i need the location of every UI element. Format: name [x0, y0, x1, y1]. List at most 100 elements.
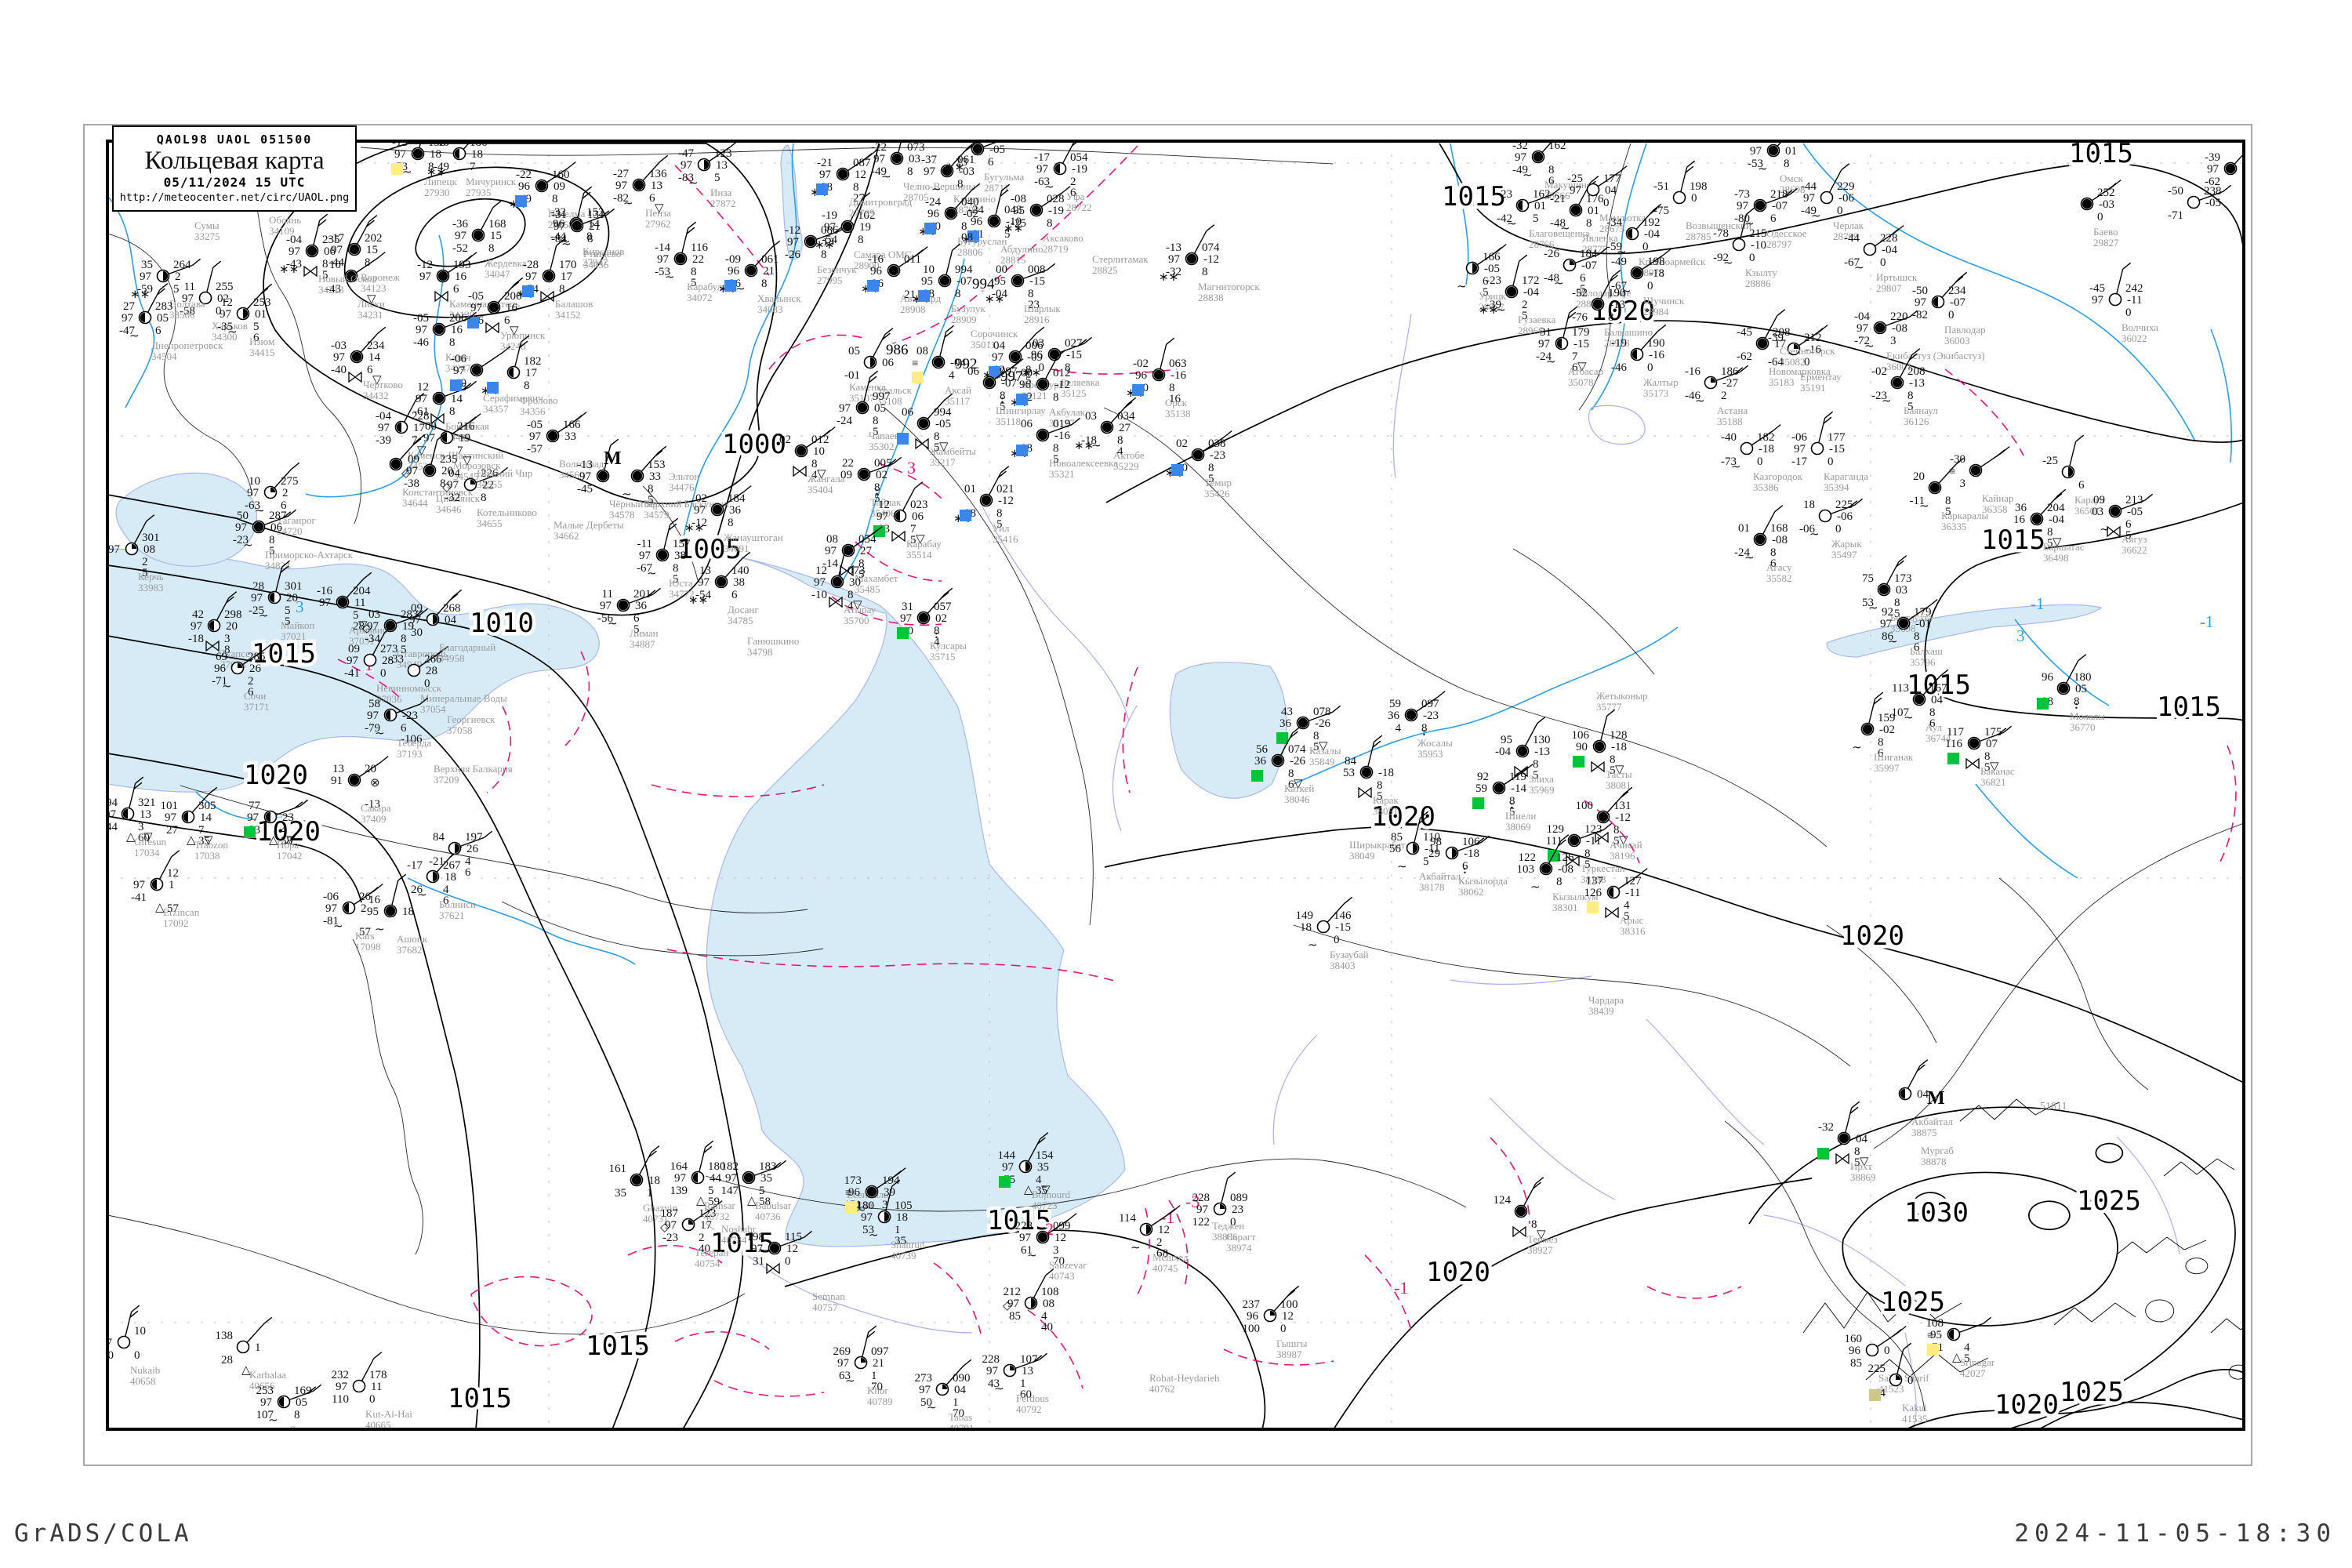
- wind-barb-tick: [778, 1160, 787, 1167]
- station-id: 34357: [483, 403, 509, 415]
- station-id: 35582: [1766, 572, 1792, 584]
- cloud-cover-full: [1010, 351, 1021, 362]
- wind-barb-tick: [946, 325, 955, 332]
- station-id: 34578: [609, 509, 635, 521]
- station-cloud-group: 0: [424, 677, 430, 690]
- cloud-cover-full: [385, 620, 396, 631]
- station-pressure: 255: [216, 281, 234, 293]
- precip-marker-square: [1016, 445, 1028, 456]
- station-id: 35078: [1568, 376, 1594, 388]
- station-temperature: 09: [348, 643, 360, 655]
- cloud-cover-full: [1298, 717, 1308, 728]
- country-border: [1103, 407, 1828, 848]
- station-pressure: 202: [365, 232, 383, 245]
- station-dewpoint: 139: [670, 1185, 688, 1197]
- station-cloud-group: 8: [1929, 706, 1936, 719]
- country-border: [1998, 877, 2149, 1091]
- wind-barb-tick: [437, 433, 446, 441]
- station-visibility: 97: [877, 510, 889, 523]
- station-visibility: 97: [108, 543, 121, 556]
- station-dewpoint: 122: [1192, 1216, 1210, 1229]
- station-extra-group: 5: [1854, 1156, 1860, 1169]
- station-extra-group: 5: [1483, 286, 1489, 299]
- station-pressure: 074: [1288, 743, 1306, 756]
- station-visibility: 97: [698, 576, 710, 589]
- station-pressure: 228: [412, 410, 430, 423]
- station-pressure-tendency: 1: [169, 879, 175, 891]
- station-pressure: 097: [871, 1345, 889, 1358]
- station-name: Волгоград: [559, 458, 604, 470]
- cloud-cover-full: [1892, 377, 1903, 388]
- wind-barb-tick: [1083, 336, 1093, 344]
- wind-barb-tick: [971, 183, 981, 191]
- station-name: Аксай: [945, 384, 971, 396]
- station-name: Nukaib: [130, 1364, 160, 1376]
- station-pressure: 997: [1000, 365, 1018, 378]
- isotherm: [627, 1244, 723, 1264]
- cloud-cover-half: [269, 592, 274, 603]
- station-pressure-tendency: 01: [1785, 145, 1797, 158]
- station-name: Туапсе: [220, 648, 250, 659]
- station-cloud-group: 8: [1288, 768, 1294, 780]
- station-name: Каткей: [1284, 782, 1314, 794]
- station-extra-group: 5: [401, 644, 407, 656]
- station-visibility: 96: [214, 662, 227, 675]
- station-visibility: 103: [1517, 863, 1535, 876]
- wind-barb-tick: [416, 434, 426, 441]
- station-circle: [352, 1379, 366, 1393]
- secondary-river: [2116, 1136, 2180, 1255]
- station-pressure: 216: [457, 420, 475, 433]
- station-cloud-group: 0: [1603, 197, 1610, 209]
- station-pressure: 073: [907, 141, 925, 154]
- station-cloud-group: 6: [988, 156, 994, 169]
- station-pressure: 152: [586, 206, 604, 219]
- station-temperature: -36: [452, 218, 468, 230]
- isobar: [107, 635, 656, 1429]
- station-name: Жарык: [1831, 538, 1862, 550]
- station-name: Актобе: [1113, 449, 1145, 461]
- lowcloud-icon: ∼: [1888, 636, 1898, 648]
- station-name: Цимлянск: [436, 492, 481, 504]
- station-temperature: 232: [332, 1369, 350, 1381]
- station-extra-group: 5: [1053, 453, 1059, 466]
- cloud-cover-half: [692, 1172, 698, 1183]
- station-id: 35011: [971, 339, 996, 350]
- haze-icon: ◇: [1003, 1300, 1012, 1312]
- station-extra-group: 6: [443, 895, 449, 907]
- isotherm: [886, 145, 1138, 347]
- station-pressure-tendency: -04: [1882, 244, 1897, 256]
- cloud-cover-full: [385, 906, 396, 916]
- station-visibility: 96: [1019, 379, 1032, 391]
- station-dewpoint: 44: [106, 821, 118, 833]
- station-visibility: 97: [367, 620, 379, 633]
- station-cloud-group: 6: [1580, 272, 1586, 285]
- station-extra-group: 5: [858, 568, 865, 581]
- weather-symbol-bowtie: [891, 530, 906, 543]
- station-visibility: 97: [787, 236, 800, 249]
- station-name: Керчь: [138, 571, 164, 583]
- station-pressure-tendency: 20: [226, 620, 238, 633]
- station-cloud-group: 8: [294, 1409, 300, 1421]
- station-pressure-tendency: 38: [674, 550, 686, 562]
- station-dewpoint: -63: [245, 499, 260, 512]
- wind-barb-tick: [1784, 190, 1793, 198]
- station-name: Сочи: [244, 690, 266, 702]
- station-id: 28825: [1092, 264, 1118, 276]
- station-name: Юста: [669, 577, 693, 589]
- station-id: 35121: [1022, 390, 1047, 401]
- station-pressure-tendency: -07: [1001, 377, 1017, 390]
- wind-barb-tick: [1123, 401, 1133, 409]
- station-temperature: -34: [1606, 216, 1622, 229]
- station-temperature: 237: [1243, 1298, 1261, 1311]
